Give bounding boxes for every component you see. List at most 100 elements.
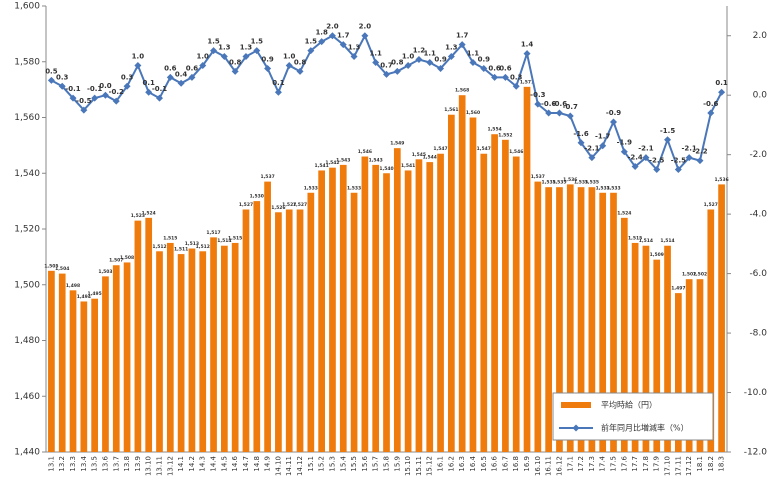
x-tick-label: 17.2 [577,456,585,472]
bar-label: 1,498 [66,283,80,289]
bar-label: 1,494 [77,294,91,300]
bar [664,245,671,452]
bar [145,217,153,452]
bar [383,173,390,452]
x-tick-label: 13.11 [156,456,164,476]
line-marker [383,70,390,78]
x-tick-label: 17.8 [642,456,650,472]
line-label: 0.3 [56,73,69,81]
y2-tick-label: -6.0 [749,269,767,279]
line-marker [555,109,563,117]
line-label: 0.9 [261,55,274,63]
line-marker [707,109,715,117]
line-label: 2.0 [326,23,339,31]
x-tick-label: 16.4 [469,455,477,471]
line-label: 1.1 [369,49,382,57]
bar [631,242,639,452]
line-marker [350,53,358,61]
bar-label: 1,502 [682,272,696,278]
line-marker [501,73,509,81]
bar [534,181,542,453]
bar-label: 1,505 [44,263,58,269]
bar [556,187,563,452]
bar [210,237,217,452]
line-label: -0.5 [76,97,91,105]
bar-label: 1,515 [163,235,177,241]
line-marker [620,148,628,156]
x-tick-label: 13.10 [145,456,153,476]
bar-label: 1,527 [293,202,307,208]
x-tick-label: 17.12 [685,456,693,476]
line-marker [58,82,66,90]
x-tick-label: 14.1 [177,456,185,472]
bar-label: 1,508 [120,255,134,261]
x-tick-label: 17.3 [588,456,596,472]
line-marker [134,61,142,69]
bar-label: 1,535 [585,180,599,186]
x-tick-label: 16.12 [555,456,563,476]
x-tick-label: 13.9 [134,456,142,472]
line-label: 1.0 [132,52,145,60]
line-label: 1.0 [402,52,415,60]
line-label: -2.5 [671,157,686,165]
bar [653,259,661,452]
line-marker [545,109,553,117]
line-label: 1.3 [445,44,458,52]
line-label: -0.3 [530,91,545,99]
line-marker [69,94,77,102]
bar [102,276,109,452]
line-label: 0.1 [142,79,155,87]
y2-tick-label: -2.0 [749,150,767,160]
bar-label: 1,549 [390,141,404,147]
line-label: -0.6 [552,100,567,108]
line-marker [415,56,423,64]
bar-label: 1,560 [466,110,480,116]
line-marker [404,61,412,69]
bar [523,86,531,453]
x-tick-label: 14.12 [296,456,304,476]
x-tick-label: 16.7 [501,456,509,472]
line-label: -0.1 [152,85,167,93]
line-label: 0.3 [510,73,523,81]
x-tick-label: 16.3 [458,456,466,472]
line-label: 1.3 [240,44,253,52]
x-tick-label: 14.3 [199,456,207,472]
line-label: 1.4 [521,41,534,49]
bar [253,201,261,452]
y2-tick-label: 0.0 [753,91,768,101]
line-marker [253,47,261,55]
x-tick-label: 17.1 [566,456,574,472]
line-label: -2.4 [627,154,642,162]
x-tick-label: 14.7 [242,456,250,472]
bar-label: 1,524 [142,210,156,216]
bar [307,192,315,452]
bar [58,273,66,452]
line-label: 0.6 [488,64,501,72]
bar [469,117,477,452]
x-tick-label: 18.3 [718,456,726,472]
y2-tick-label: -10.0 [744,388,768,398]
bar [491,134,498,452]
bar [545,187,552,452]
bar [123,262,131,452]
bar-label: 1,512 [152,244,166,250]
bar-label: 1,535 [552,180,566,186]
line-label: 0.8 [391,58,404,66]
y2-tick-label: -4.0 [749,210,767,220]
bar-label: 1,527 [704,202,718,208]
line-marker [599,142,607,150]
bar [577,187,585,452]
bar-label: 1,543 [369,157,383,163]
line-marker [156,94,163,102]
line-label: 1.1 [467,49,480,57]
bar [242,209,250,452]
line-marker [220,53,228,61]
bar-label: 1,509 [650,252,664,258]
legend-label: 前年同月比増減率（%） [601,423,689,433]
line-marker [145,88,153,96]
bar-label: 1,535 [574,180,588,186]
y-tick-label: 1,440 [14,448,40,458]
line-label: 0.0 [99,82,112,90]
bar [610,192,617,452]
x-tick-label: 14.2 [188,456,196,472]
